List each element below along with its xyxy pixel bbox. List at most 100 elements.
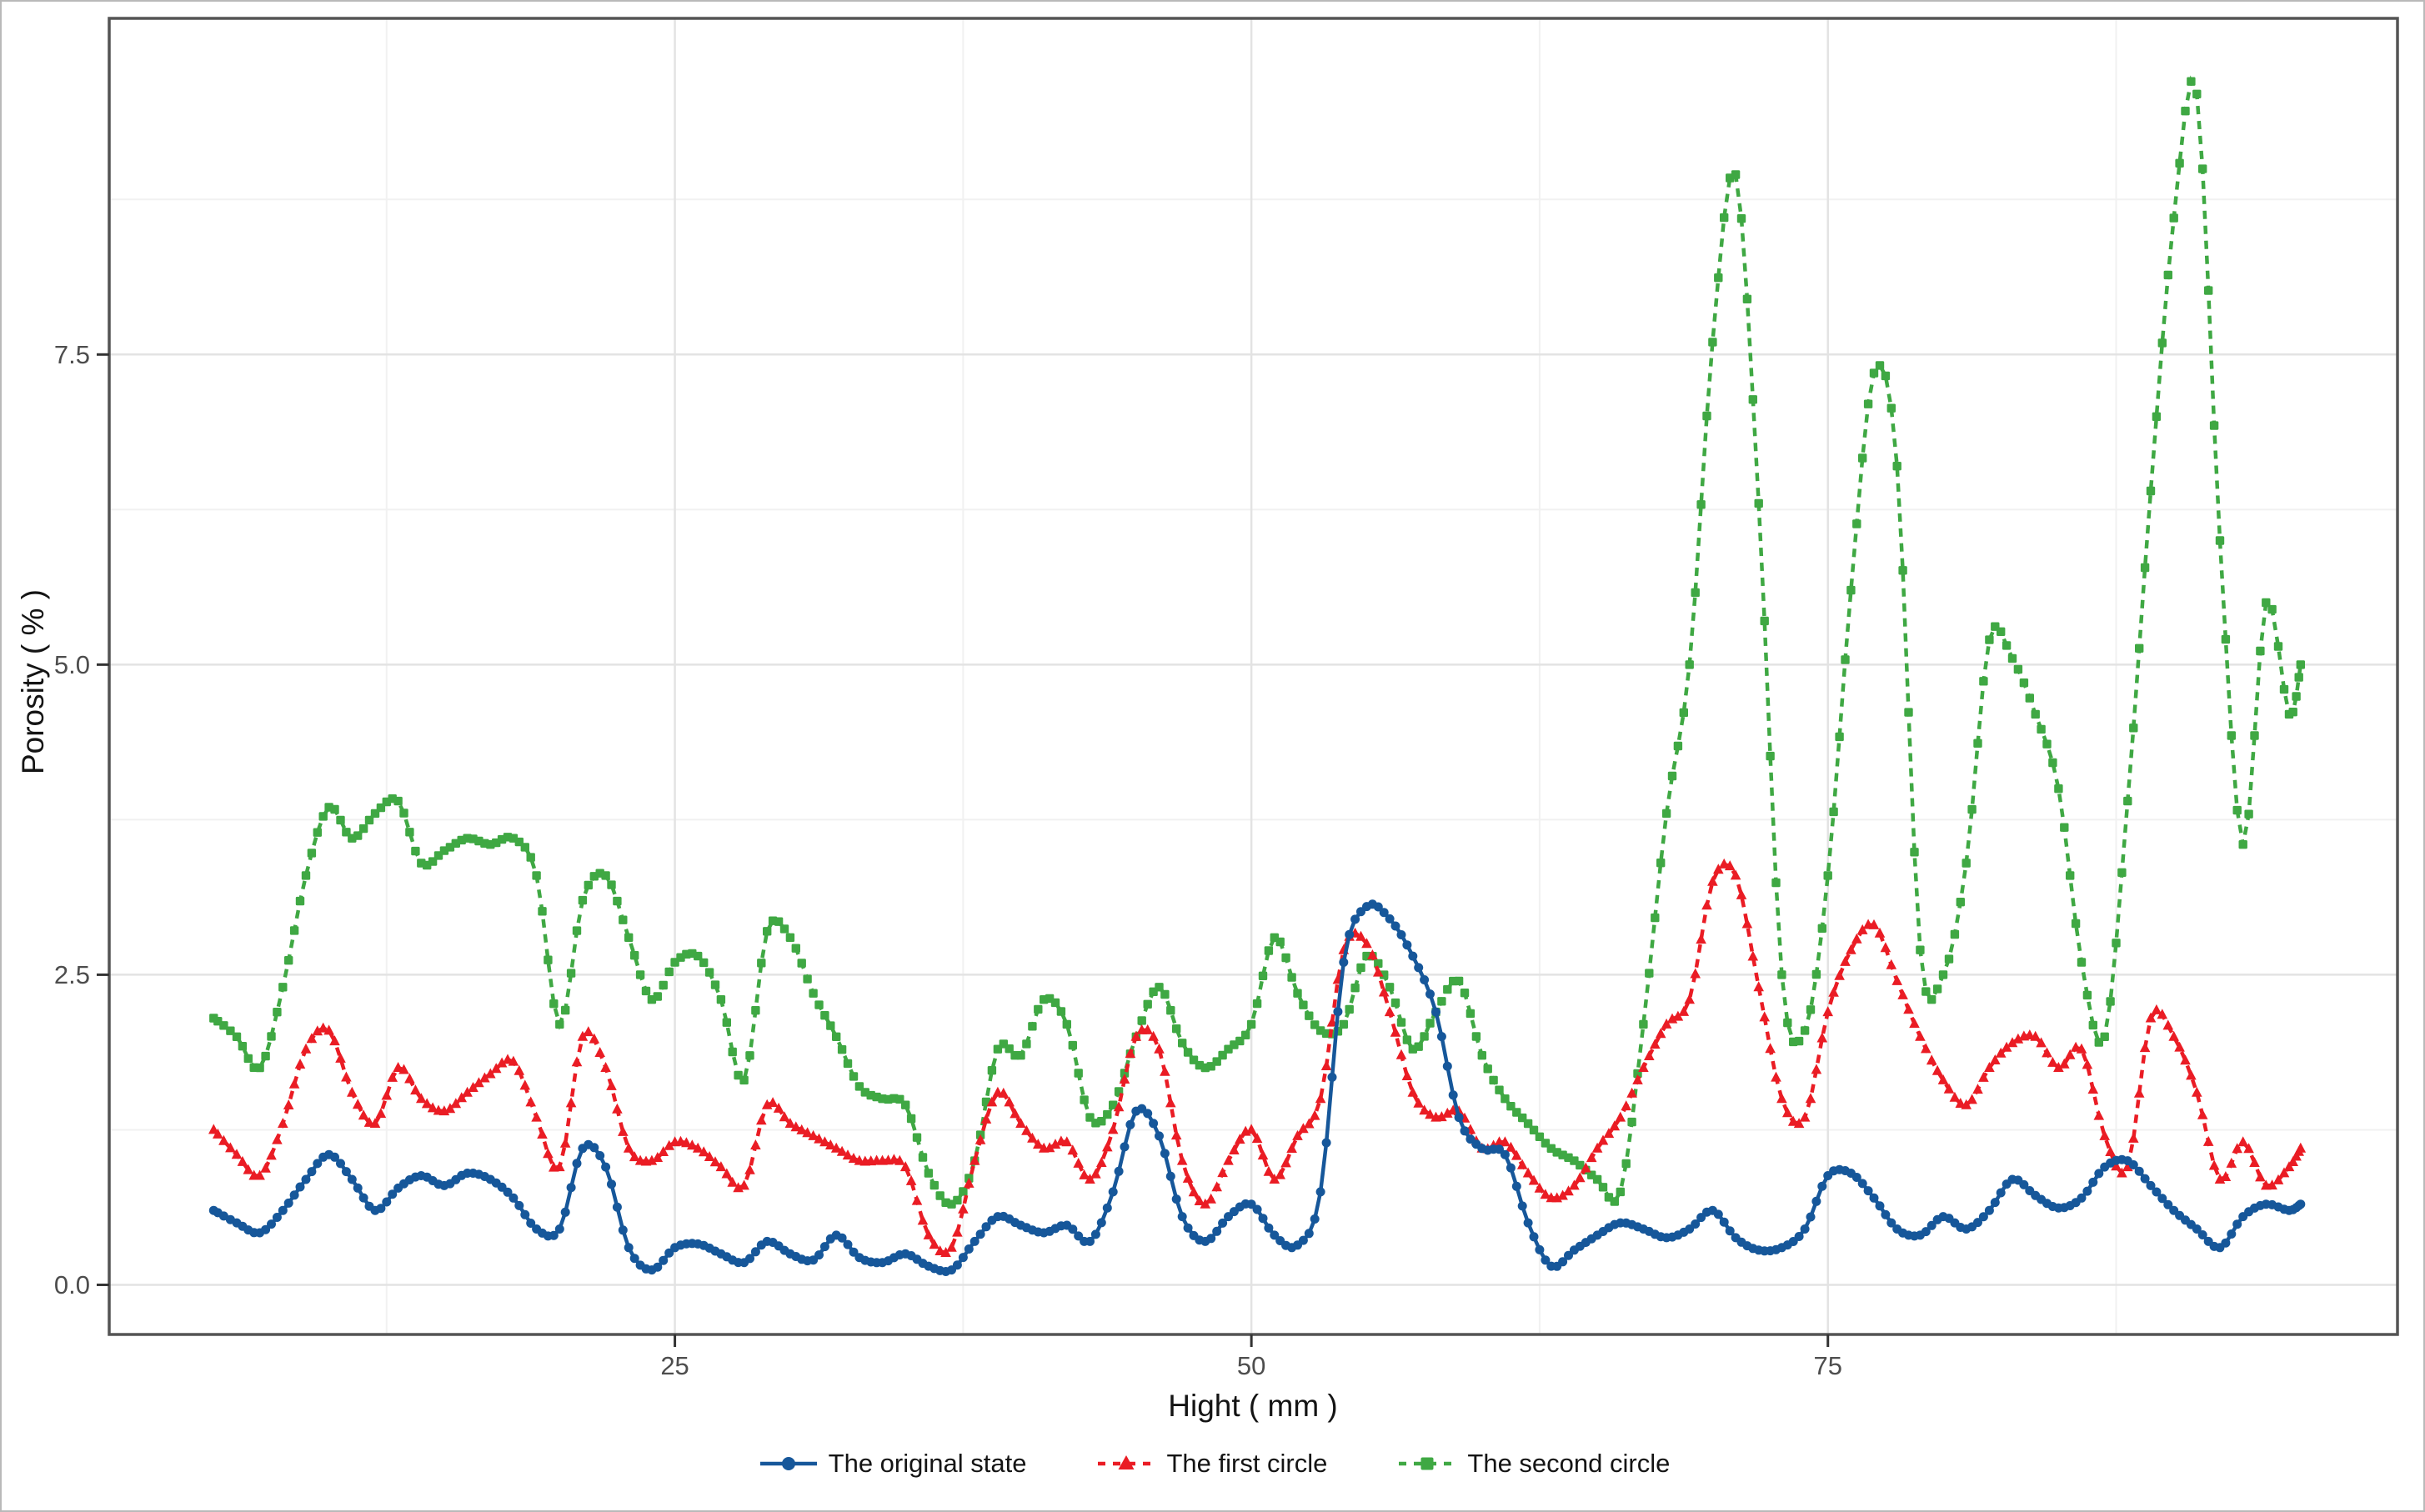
circle-marker (1984, 1205, 1994, 1215)
triangle-marker (341, 1071, 352, 1082)
triangle-marker (1188, 1186, 1200, 1197)
circle-marker (1090, 1229, 1100, 1239)
circle-marker (1990, 1198, 2000, 1208)
square-marker (1656, 859, 1666, 868)
square-marker (2140, 563, 2150, 573)
triangle-marker (1943, 1083, 1955, 1094)
circle-marker (1881, 1209, 1891, 1219)
triangle-marker (1125, 1048, 1136, 1059)
triangle-marker (1626, 1087, 1637, 1098)
panel-border (108, 17, 2399, 1336)
circle-marker (1926, 1220, 1936, 1230)
circle-marker (1523, 1218, 1533, 1228)
square-marker (814, 1000, 824, 1009)
square-marker (1875, 361, 1885, 370)
square-marker (255, 1063, 264, 1073)
plot-panel (109, 18, 2397, 1334)
series-the-original-state (208, 899, 2306, 1276)
triangle-marker (479, 1072, 490, 1083)
circle-marker (629, 1254, 639, 1264)
triangle-marker (473, 1077, 484, 1088)
triangle-marker (294, 1059, 306, 1069)
triangle-marker (565, 1097, 577, 1108)
square-marker (566, 969, 576, 978)
circle-marker (595, 1151, 605, 1160)
circle-marker (1996, 1188, 2006, 1198)
triangle-marker (1581, 1162, 1591, 1173)
triangle-marker (1822, 1006, 1833, 1017)
square-marker (791, 944, 800, 953)
square-marker (1685, 660, 1694, 669)
square-marker (1143, 999, 1152, 1009)
triangle-marker (2220, 1171, 2232, 1181)
triangle-marker (940, 1247, 951, 1257)
square-marker (358, 824, 368, 834)
triangle-marker (1805, 1093, 1816, 1104)
triangle-marker (2283, 1161, 2295, 1172)
triangle-marker (456, 1092, 467, 1103)
triangle-marker (2186, 1069, 2197, 1080)
square-marker (832, 1032, 841, 1041)
triangle-marker (213, 1128, 223, 1139)
triangle-marker (496, 1057, 508, 1068)
circle-marker (1102, 1203, 1112, 1213)
triangle-marker (1309, 1109, 1320, 1120)
square-marker (774, 917, 784, 926)
triangle-marker (1874, 927, 1886, 938)
square-marker (837, 1045, 847, 1054)
triangle-marker (1419, 1104, 1430, 1115)
triangle-marker (986, 1096, 998, 1107)
square-marker (1962, 859, 1971, 868)
circle-marker (1385, 914, 1395, 924)
square-marker (2204, 286, 2213, 295)
square-marker (1921, 987, 1931, 996)
triangle-marker (2295, 1142, 2307, 1153)
legend-label: The second circle (1467, 1449, 1671, 1478)
triangle-marker (1759, 1011, 1770, 1022)
triangle-marker (1165, 1097, 1176, 1108)
square-marker (261, 1051, 270, 1061)
square-marker (959, 1187, 968, 1196)
circle-marker (843, 1239, 853, 1249)
triangle-marker (779, 1111, 790, 1122)
triangle-marker (1903, 1004, 1914, 1014)
y-tick-label: 7.5 (53, 340, 90, 370)
y-tick-label: 0.0 (53, 1270, 90, 1300)
triangle-marker (917, 1214, 929, 1225)
triangle-marker (1373, 966, 1384, 977)
square-marker (1898, 566, 1907, 575)
circle-marker (1454, 1113, 1464, 1123)
triangle-marker (369, 1118, 381, 1128)
square-marker (1374, 959, 1383, 969)
triangle-marker (1407, 1086, 1419, 1097)
triangle-marker (2174, 1041, 2185, 1052)
square-marker (809, 989, 818, 998)
circle-marker (2232, 1219, 2242, 1229)
circle-marker (969, 1236, 980, 1246)
circle-marker (1800, 1224, 1810, 1234)
square-marker (820, 1011, 829, 1020)
triangle-marker (721, 1168, 733, 1179)
circle-marker (1408, 951, 1418, 961)
triangle-marker (2087, 1084, 2099, 1094)
circle-marker (267, 1219, 276, 1229)
square-marker (2250, 731, 2259, 740)
square-marker (2288, 708, 2297, 717)
triangle-marker (1678, 1005, 1690, 1016)
square-marker (1275, 937, 1285, 947)
square-marker (1028, 1022, 1037, 1031)
triangle-marker (1603, 1128, 1615, 1139)
square-marker (1287, 973, 1296, 982)
circle-marker (624, 1243, 634, 1253)
triangle-marker (1615, 1111, 1626, 1122)
square-marker (2077, 958, 2087, 967)
circle-marker (2157, 1194, 2167, 1204)
square-marker (1979, 677, 1988, 686)
circle-marker (664, 1248, 674, 1258)
circle-marker (1120, 1142, 1130, 1152)
square-marker (578, 895, 588, 905)
square-marker (1661, 809, 1671, 819)
triangle-marker (842, 1149, 854, 1160)
triangle-marker (1390, 1026, 1401, 1037)
square-marker (1731, 170, 1741, 179)
